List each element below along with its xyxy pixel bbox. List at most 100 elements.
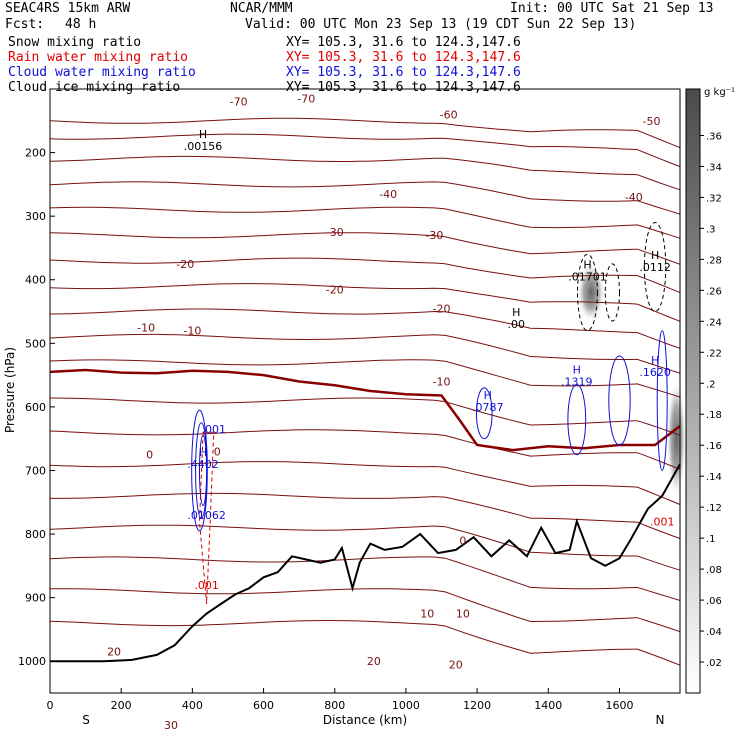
temperature-contour-label: -40 [379, 188, 397, 201]
temperature-contour-line [49, 283, 681, 322]
field-rain-name: Rain water mixing ratio [8, 50, 189, 65]
temperature-contour-line [49, 117, 681, 149]
x-axis-label: Distance (km) [323, 713, 407, 727]
y-tick-label: 1000 [18, 655, 46, 668]
maximum-marker-label: H [512, 306, 520, 319]
field-snow-xy: XY= 105.3, 31.6 to 124.3,147.6 [286, 35, 521, 50]
fcst-value: 48 h [65, 17, 97, 32]
temperature-contour-label: -10 [433, 375, 451, 388]
temperature-contour-line [49, 232, 681, 265]
init-time: Init: 00 UTC Sat 21 Sep 13 [510, 1, 714, 16]
maximum-value-label: .001 [201, 423, 226, 436]
maximum-value-label: .1620 [639, 366, 671, 379]
temperature-contour-label: 20 [367, 655, 381, 668]
temperature-contour-line [49, 397, 681, 436]
colorbar-tick-label: .02 [706, 658, 722, 669]
valid-time: Valid: 00 UTC Mon 23 Sep 13 (19 CDT Sun … [245, 17, 637, 32]
temperature-contour-label: 0 [214, 445, 221, 458]
cloud-water-contour [191, 409, 208, 532]
y-tick-label: 200 [25, 147, 46, 160]
y-tick-label: 500 [25, 337, 46, 350]
x-end-right-label: N [656, 713, 665, 727]
maximum-value-label: .01062 [187, 509, 226, 522]
colorbar-tick-label: .34 [706, 162, 722, 173]
org-label: NCAR/MMM [230, 1, 293, 16]
colorbar-tick-label: .1 [706, 534, 716, 545]
colorbar-tick-label: .12 [706, 503, 722, 514]
temperature-contour-line [49, 181, 681, 215]
maximum-value-label: .1319 [561, 375, 593, 388]
x-tick-label: 1400 [534, 699, 562, 712]
x-end-left-label: S [82, 713, 90, 727]
temperature-contour-label: -10 [137, 321, 155, 334]
temperature-contour-line [49, 155, 681, 191]
maximum-marker-label: H [199, 446, 207, 459]
temperature-contour-line [49, 308, 681, 349]
cloud-water-contour [567, 384, 587, 456]
colorbar-tick-label: .3 [706, 224, 716, 235]
temperature-contour-label: -70 [230, 96, 248, 109]
temperature-contour-label: 10 [420, 608, 434, 621]
temperature-contour-label: 10 [456, 608, 470, 621]
y-tick-label: 700 [25, 464, 46, 477]
temperature-contour-line [49, 588, 681, 633]
colorbar-tick-label: .06 [706, 596, 722, 607]
colorbar-tick-label: .22 [706, 348, 722, 359]
temperature-contour-line [49, 206, 681, 239]
temperature-contour-label: -10 [183, 325, 201, 338]
colorbar-tick-label: .04 [706, 627, 722, 638]
ice-snow-contour [604, 263, 620, 322]
temperature-contour-label: -20 [433, 302, 451, 315]
temperature-contour-label: 20 [107, 646, 121, 659]
maximum-value-label: .00156 [184, 140, 223, 153]
field-rain-xy: XY= 105.3, 31.6 to 124.3,147.6 [286, 50, 521, 65]
temperature-contour-line [50, 492, 681, 539]
field-snow-name: Snow mixing ratio [8, 35, 142, 50]
maximum-value-label: .01701 [568, 271, 607, 284]
y-axis-label: Pressure (hPa) [3, 347, 17, 433]
colorbar-tick-label: .36 [706, 131, 722, 142]
colorbar-tick-label: .28 [706, 255, 722, 266]
maximum-value-label: .001 [194, 579, 219, 592]
y-tick-label: 400 [25, 274, 46, 287]
field-cloudice-name: Cloud ice mixing ratio [8, 80, 181, 95]
temperature-contour-label: -20 [326, 283, 344, 296]
colorbar-tick-label: .16 [706, 441, 722, 452]
rain-water-contour [198, 431, 215, 605]
maximum-marker-label: H [484, 389, 492, 402]
x-tick-label: 1600 [605, 699, 633, 712]
temperature-contour-label: 0 [459, 534, 466, 547]
model-title: SEAC4RS 15km ARW [5, 1, 131, 16]
temperature-contour-line [49, 429, 681, 470]
cloud-water-contour [475, 387, 493, 440]
maximum-value-label: .001 [650, 515, 675, 528]
plot-frame [49, 88, 681, 694]
x-tick-label: 1000 [392, 699, 420, 712]
temperature-contour-label: -30 [425, 229, 443, 242]
field-cloudwater-xy: XY= 105.3, 31.6 to 124.3,147.6 [286, 65, 521, 80]
colorbar-tick-label: .32 [706, 193, 722, 204]
x-tick-label: 600 [253, 699, 274, 712]
maximum-value-label: .0112 [639, 261, 671, 274]
snow-max-shading [577, 262, 606, 323]
maximum-marker-label: H [583, 259, 591, 272]
ice-snow-contour [576, 253, 598, 332]
temperature-contour-label: -20 [176, 258, 194, 271]
ice-snow-contour [643, 222, 667, 313]
temperature-contour-line [49, 556, 681, 601]
temperature-contour-label: -50 [643, 115, 661, 128]
colorbar-tick-label: .08 [706, 565, 722, 576]
y-tick-label: 800 [25, 528, 46, 541]
colorbar-tick-label: .2 [706, 379, 716, 390]
x-tick-label: 400 [182, 699, 203, 712]
cloud-water-contour [656, 330, 668, 471]
x-tick-label: 1200 [463, 699, 491, 712]
fcst-label: Fcst: [5, 17, 45, 32]
y-tick-label: 600 [25, 401, 46, 414]
colorbar [685, 88, 701, 694]
x-tick-label: 0 [47, 699, 54, 712]
terrain-line [50, 463, 681, 663]
temperature-contour-line [49, 333, 681, 374]
temperature-contour-line [49, 524, 681, 571]
